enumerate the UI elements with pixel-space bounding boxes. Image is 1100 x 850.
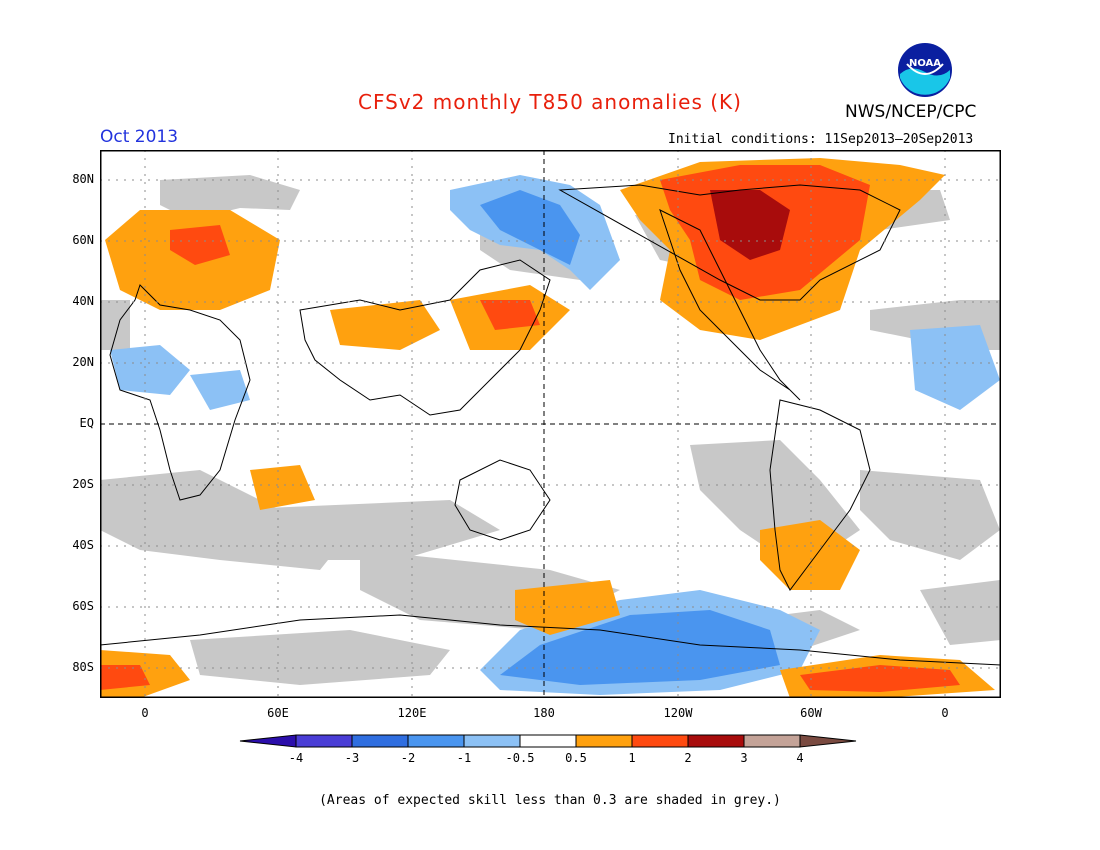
colorbar-label: -4 xyxy=(289,751,303,765)
colorbar-segment xyxy=(631,734,689,748)
colorbar-segment xyxy=(687,734,745,748)
lat-label: 60N xyxy=(72,233,94,247)
colorbar-label: -0.5 xyxy=(506,751,535,765)
svg-text:NOAA: NOAA xyxy=(909,58,941,69)
colorbar-label: 4 xyxy=(796,751,803,765)
lat-label: 40S xyxy=(72,538,94,552)
colorbar-label: 1 xyxy=(628,751,635,765)
colorbar-segment xyxy=(743,734,801,748)
anomaly-map xyxy=(100,150,1001,698)
colorbar-label: 2 xyxy=(684,751,691,765)
colorbar-segment xyxy=(463,734,521,748)
lon-label: 0 xyxy=(941,706,949,720)
colorbar-segment xyxy=(407,734,465,748)
chart-title: CFSv2 monthly T850 anomalies (K) xyxy=(358,90,742,114)
lat-label: 20N xyxy=(72,355,94,369)
lon-label: 120E xyxy=(397,706,427,720)
lon-label: 120W xyxy=(663,706,693,720)
lat-label: 40N xyxy=(72,294,94,308)
forecast-month: Oct 2013 xyxy=(100,127,179,147)
colorbar-segment xyxy=(295,734,353,748)
colorbar-label: -3 xyxy=(345,751,359,765)
colorbar-segment xyxy=(239,734,297,748)
skill-footnote: (Areas of expected skill less than 0.3 a… xyxy=(319,793,781,808)
lon-label: 180 xyxy=(533,706,555,720)
positive-anomaly-areas xyxy=(100,158,995,698)
lat-label: 80S xyxy=(72,660,94,674)
colorbar-label: 0.5 xyxy=(565,751,587,765)
color-legend: -4 -3 -2 -1 -0.5 0.5 1 2 3 4 xyxy=(239,734,857,765)
colorbar-segment xyxy=(799,734,857,748)
colorbar-label: -1 xyxy=(457,751,471,765)
colorbar-segment xyxy=(519,734,577,748)
lat-label: EQ xyxy=(79,416,94,430)
lon-label: 60W xyxy=(800,706,822,720)
lat-label: 60S xyxy=(72,599,94,613)
lon-label: 60E xyxy=(267,706,289,720)
negative-anomaly-areas xyxy=(110,175,1000,695)
lon-label: 0 xyxy=(141,706,149,720)
colorbar-label: 3 xyxy=(740,751,747,765)
lat-label: 20S xyxy=(72,477,94,491)
colorbar-label: -2 xyxy=(401,751,415,765)
initial-conditions: Initial conditions: 11Sep2013—20Sep2013 xyxy=(668,132,974,147)
colorbar-segment xyxy=(575,734,633,748)
organization-label: NWS/NCEP/CPC xyxy=(845,102,977,122)
noaa-logo: NOAA xyxy=(897,42,953,98)
coastlines xyxy=(100,184,1001,666)
reference-lines xyxy=(100,150,1001,698)
lat-label: 80N xyxy=(72,172,94,186)
colorbar-segment xyxy=(351,734,409,748)
